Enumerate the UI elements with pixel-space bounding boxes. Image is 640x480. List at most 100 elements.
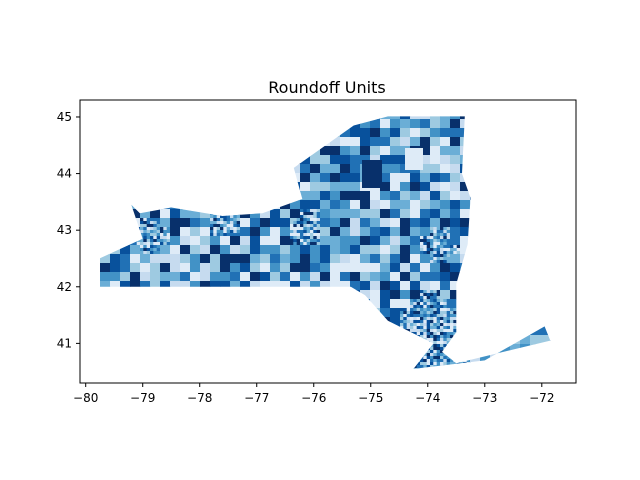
census-unit <box>433 302 437 306</box>
census-unit <box>430 155 441 165</box>
census-unit <box>413 302 417 306</box>
census-unit <box>230 215 234 219</box>
census-unit <box>430 338 434 342</box>
census-unit <box>410 254 421 264</box>
census-unit <box>300 272 311 282</box>
census-unit <box>390 281 401 291</box>
census-unit <box>440 230 444 234</box>
census-unit <box>140 221 144 225</box>
census-unit <box>350 182 361 192</box>
census-unit <box>146 248 151 252</box>
census-unit <box>280 227 291 237</box>
census-unit <box>446 251 451 255</box>
census-unit <box>433 362 437 366</box>
census-unit <box>436 245 441 249</box>
census-unit <box>360 209 371 219</box>
census-unit <box>340 209 351 219</box>
census-unit <box>233 227 237 231</box>
census-unit <box>213 221 217 225</box>
census-unit <box>430 209 441 219</box>
census-unit <box>410 323 414 327</box>
census-unit <box>450 236 461 246</box>
census-unit <box>416 329 421 333</box>
census-unit <box>446 359 451 363</box>
census-unit <box>416 311 421 315</box>
census-unit <box>330 200 341 210</box>
census-unit <box>400 263 411 273</box>
census-unit <box>443 233 447 237</box>
census-unit <box>380 299 391 309</box>
census-unit <box>423 362 427 366</box>
census-unit <box>390 173 401 183</box>
census-unit <box>426 335 431 339</box>
census-unit <box>303 221 307 225</box>
census-unit <box>170 272 181 282</box>
census-unit <box>410 329 414 333</box>
census-unit <box>143 227 147 231</box>
census-unit <box>303 227 307 231</box>
census-unit <box>450 116 461 120</box>
census-unit <box>446 362 451 366</box>
census-unit <box>436 326 441 330</box>
census-unit <box>440 137 451 147</box>
census-unit <box>420 137 431 147</box>
census-unit <box>433 350 437 354</box>
census-unit <box>160 272 171 282</box>
census-unit <box>423 302 427 306</box>
census-unit <box>410 290 421 300</box>
census-unit <box>436 311 441 315</box>
census-unit <box>426 308 431 312</box>
census-unit <box>150 281 161 291</box>
census-unit <box>410 218 421 228</box>
census-unit <box>130 242 134 246</box>
census-unit <box>440 191 451 201</box>
census-unit <box>370 137 381 147</box>
census-unit <box>130 263 141 273</box>
census-unit <box>200 272 211 282</box>
census-unit <box>160 230 164 234</box>
census-unit <box>240 218 251 228</box>
census-unit <box>380 272 391 282</box>
census-unit <box>436 299 441 303</box>
census-unit <box>426 245 431 249</box>
census-unit <box>260 281 271 291</box>
census-unit <box>260 209 271 219</box>
census-unit <box>340 281 351 291</box>
census-unit <box>320 227 331 237</box>
census-unit <box>426 290 431 294</box>
census-unit <box>440 311 444 315</box>
census-unit <box>426 365 431 369</box>
census-unit <box>410 272 421 282</box>
census-unit <box>330 173 341 183</box>
census-unit <box>156 245 161 249</box>
census-unit <box>216 233 221 237</box>
census-unit <box>446 305 451 309</box>
census-unit <box>380 173 391 183</box>
census-unit <box>360 155 371 165</box>
census-unit <box>233 215 237 219</box>
census-unit <box>410 281 421 291</box>
census-unit <box>143 233 147 237</box>
census-unit <box>390 227 401 237</box>
census-unit <box>280 218 291 228</box>
census-unit <box>290 221 294 225</box>
census-unit <box>350 227 361 237</box>
census-unit <box>300 254 311 264</box>
census-unit <box>110 281 121 291</box>
census-unit <box>390 209 401 219</box>
census-unit <box>120 245 131 255</box>
census-unit <box>433 227 437 231</box>
census-unit <box>540 326 551 336</box>
census-unit <box>450 335 454 339</box>
census-unit <box>290 254 301 264</box>
census-unit <box>430 314 434 318</box>
census-unit <box>370 263 381 273</box>
census-unit <box>296 242 301 246</box>
census-unit <box>430 137 441 147</box>
census-unit <box>316 227 321 231</box>
census-unit <box>190 281 201 291</box>
census-unit <box>390 191 401 201</box>
census-unit <box>310 281 321 291</box>
census-unit <box>320 146 331 156</box>
census-unit <box>330 263 341 273</box>
